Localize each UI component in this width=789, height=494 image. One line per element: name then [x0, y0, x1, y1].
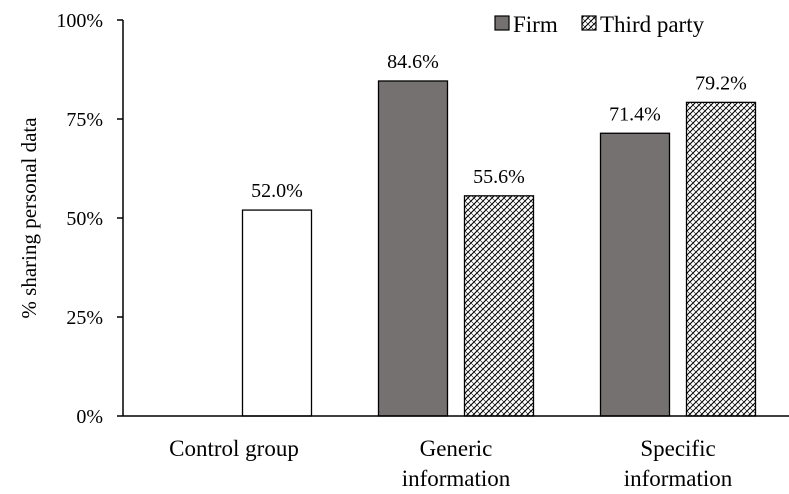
data-labels: 52.0% 84.6% 55.6% 71.4% 79.2%: [251, 51, 747, 202]
y-tick-label: 75%: [66, 109, 103, 131]
data-label: 52.0%: [251, 180, 303, 202]
bar-control-group: [241, 209, 313, 417]
data-label: 84.6%: [387, 51, 439, 73]
bars: [241, 80, 757, 417]
category-label: information: [402, 466, 511, 491]
category-label: Control group: [169, 436, 299, 461]
legend-swatch-firm: [494, 15, 510, 31]
category-label: information: [624, 466, 733, 491]
bar-third-party-generic: [463, 195, 535, 417]
y-tick-label: 25%: [66, 307, 103, 329]
category-label: Generic: [420, 436, 493, 461]
data-label: 55.6%: [473, 166, 525, 188]
data-label: 71.4%: [609, 103, 661, 125]
bar-firm-generic: [377, 80, 449, 417]
legend-label-third-party: Third party: [600, 12, 705, 37]
y-ticks: 0% 25% 50% 75% 100%: [56, 10, 123, 428]
legend-label-firm: Firm: [513, 12, 558, 37]
y-tick-label: 100%: [56, 10, 103, 32]
y-tick-label: 0%: [76, 406, 103, 428]
category-label: Specific: [640, 436, 715, 461]
bar-firm-specific: [599, 132, 671, 417]
legend-swatch-third-party: [581, 15, 597, 31]
bar-third-party-specific: [685, 101, 757, 417]
y-tick-label: 50%: [66, 208, 103, 230]
category-labels: Control group Generic information Specific i…: [169, 436, 733, 491]
legend: Firm Third party: [494, 12, 705, 37]
y-axis-title: % sharing personal data: [17, 117, 41, 319]
data-label: 79.2%: [695, 72, 747, 94]
